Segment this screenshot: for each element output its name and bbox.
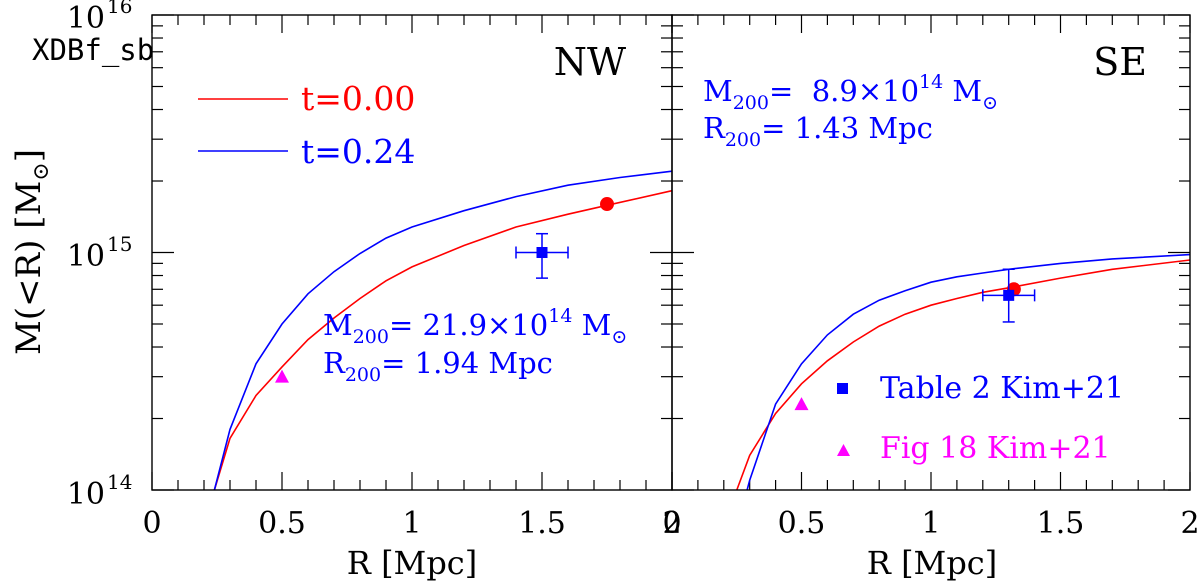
x-tick-label: 1 [921,506,940,541]
legend-square-marker [837,383,848,394]
x-axis-label-nw: R [Mpc] [347,544,477,582]
fig-point-nw [275,369,289,383]
m200-annotation-se: M200= 8.9×1014 M⊙ [703,71,998,114]
r200-annotation-se: R200= 1.43 Mpc [703,111,933,151]
y-tick-label-1e16: 10 16 [67,0,133,36]
svg-text:10: 10 [67,239,105,274]
x-tick-label: 2 [662,506,681,541]
svg-text:15: 15 [107,232,132,256]
panel-title-nw: NW [554,40,626,84]
curve-t024-nw [213,170,673,491]
x-tick-label: 1.5 [518,506,566,541]
panel-nw-ticks [151,14,673,491]
curve-t000-nw [213,189,673,491]
table-point-se [1003,289,1015,301]
legend-model-name: XDBf_sb [32,33,154,68]
x-tick-label: 1.5 [1037,506,1085,541]
svg-text:10: 10 [67,477,105,512]
m200-annotation-nw: M200= 21.9×1014 M⊙ [323,305,627,348]
legend-label-t000: t=0.00 [301,79,415,118]
legend-triangle-marker [837,444,850,456]
r200-annotation-nw: R200= 1.94 Mpc [323,346,553,386]
x-tick-label: 0 [662,506,681,541]
panel-se-frame [671,14,1191,491]
x-tick-label: 1 [402,506,421,541]
x-axis-label-se: R [Mpc] [867,544,997,582]
svg-text:16: 16 [107,0,132,18]
x-tick-label: 2 [1180,506,1199,541]
panel-nw-x-tick-labels: 0 0.5 1 1.5 2 [142,506,681,541]
x-tick-label: 0 [142,506,161,541]
svg-text:10: 10 [67,1,105,36]
table-point-nw [536,247,548,258]
svg-text:14: 14 [107,470,132,494]
red-point-nw [600,197,614,212]
panel-se: 0 0.5 1 1.5 2 SE M200= 8.9×1014 M⊙ R200=… [662,14,1200,541]
panel-se-x-tick-labels: 0 0.5 1 1.5 2 [662,506,1199,541]
y-tick-label-1e14: 10 14 [67,470,133,512]
legend-label-fig: Fig 18 Kim+21 [880,431,1111,466]
y-axis-label: M(<R) [M⊙] [9,149,54,355]
legend-label-table: Table 2 Kim+21 [880,371,1124,406]
curve-t024-se [746,253,1191,491]
x-tick-label: 0.5 [258,506,306,541]
panel-title-se: SE [1093,40,1147,84]
curve-t000-se [736,259,1191,491]
panel-nw: 0 0.5 1 1.5 2 NW XDBf_sb t=0.00 t=0.24 M… [32,14,682,541]
legend-label-t024: t=0.24 [301,132,415,171]
x-tick-label: 0.5 [778,506,826,541]
y-tick-label-1e15: 10 15 [67,232,133,274]
fig-point-se [794,397,809,411]
